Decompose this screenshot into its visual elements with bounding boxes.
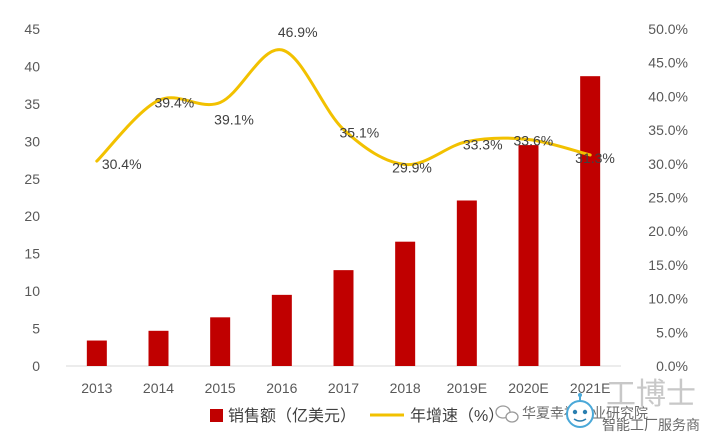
- growth-label-2018: 29.9%: [392, 159, 432, 175]
- bar-series: [86, 76, 601, 367]
- x-axis-tick: 2017: [328, 380, 359, 396]
- left-axis-tick: 45: [24, 21, 40, 37]
- growth-label-2016: 46.9%: [278, 24, 318, 40]
- bar-2020E: [518, 145, 539, 366]
- right-axis-tick: 20.0%: [648, 223, 688, 239]
- bar-2013: [86, 340, 107, 366]
- right-axis-tick: 25.0%: [648, 190, 688, 206]
- growth-label-2014: 39.4%: [155, 94, 195, 110]
- right-axis-tick: 35.0%: [648, 122, 688, 138]
- x-axis-ticks: 2013 2014 2015 2016 2017 2018 2019E 2020E 2021E: [81, 380, 610, 396]
- growth-labels: 30.4% 39.4% 39.1% 46.9% 35.1% 29.9% 33.3% 33.6%…: [102, 24, 615, 176]
- legend-bar-swatch: [210, 409, 223, 422]
- right-axis-tick: 40.0%: [648, 88, 688, 104]
- left-axis-tick: 35: [24, 96, 40, 112]
- left-axis-tick: 40: [24, 58, 40, 74]
- legend-line-label: 年增速（%）: [410, 407, 504, 425]
- bar-2021E: [580, 76, 601, 367]
- growth-label-2013: 30.4%: [102, 156, 142, 172]
- x-axis-tick: 2015: [205, 380, 236, 396]
- right-axis-tick: 45.0%: [648, 55, 688, 71]
- growth-label-2017: 35.1%: [340, 124, 380, 140]
- growth-line: [95, 48, 592, 167]
- left-axis-tick: 15: [24, 246, 40, 262]
- x-axis-tick: 2019E: [447, 380, 487, 396]
- bar-2015: [210, 317, 231, 366]
- x-axis-tick: 2013: [81, 380, 112, 396]
- wechat-icon: [495, 405, 519, 423]
- left-axis-tick: 20: [24, 208, 40, 224]
- right-axis-tick: 30.0%: [648, 156, 688, 172]
- x-axis-tick: 2018: [390, 380, 421, 396]
- bar-2017: [333, 270, 354, 366]
- watermark-brand: 工博士: [606, 377, 696, 412]
- right-axis-tick: 5.0%: [656, 324, 688, 340]
- bar-2019E: [456, 200, 477, 366]
- growth-label-2015: 39.1%: [214, 111, 254, 127]
- right-axis-tick: 10.0%: [648, 291, 688, 307]
- robot-mascot-icon: [566, 393, 594, 428]
- x-axis-tick: 2016: [266, 380, 297, 396]
- watermark: 华夏幸福产业研究院 工博士 智能工厂服务商: [495, 377, 700, 434]
- bar-2016: [271, 294, 292, 366]
- right-axis-tick: 50.0%: [648, 21, 688, 37]
- x-axis-tick: 2020E: [508, 380, 548, 396]
- watermark-tagline: 智能工厂服务商: [602, 418, 700, 434]
- growth-label-2021E: 31.3%: [575, 150, 615, 166]
- legend-bar-label: 销售额（亿美元）: [228, 407, 356, 425]
- x-axis-tick: 2021E: [570, 380, 610, 396]
- bar-2018: [395, 241, 416, 366]
- right-axis-tick: 0.0%: [656, 358, 688, 374]
- left-axis-tick: 5: [32, 321, 40, 337]
- growth-label-2019E: 33.3%: [463, 137, 503, 153]
- x-axis-tick: 2014: [143, 380, 174, 396]
- bar-2014: [148, 330, 169, 366]
- left-axis-tick: 10: [24, 283, 40, 299]
- right-axis-tick: 15.0%: [648, 257, 688, 273]
- growth-label-2020E: 33.6%: [514, 133, 554, 149]
- left-axis-tick: 0: [32, 358, 40, 374]
- left-axis-ticks: 0 5 10 15 20 25 30 35 40 45: [24, 21, 40, 374]
- left-axis-tick: 30: [24, 133, 40, 149]
- legend: 销售额（亿美元） 年增速（%）: [210, 407, 504, 425]
- left-axis-tick: 25: [24, 171, 40, 187]
- right-axis-ticks: 0.0% 5.0% 10.0% 15.0% 20.0% 25.0% 30.0% 35.0% 40…: [648, 21, 688, 374]
